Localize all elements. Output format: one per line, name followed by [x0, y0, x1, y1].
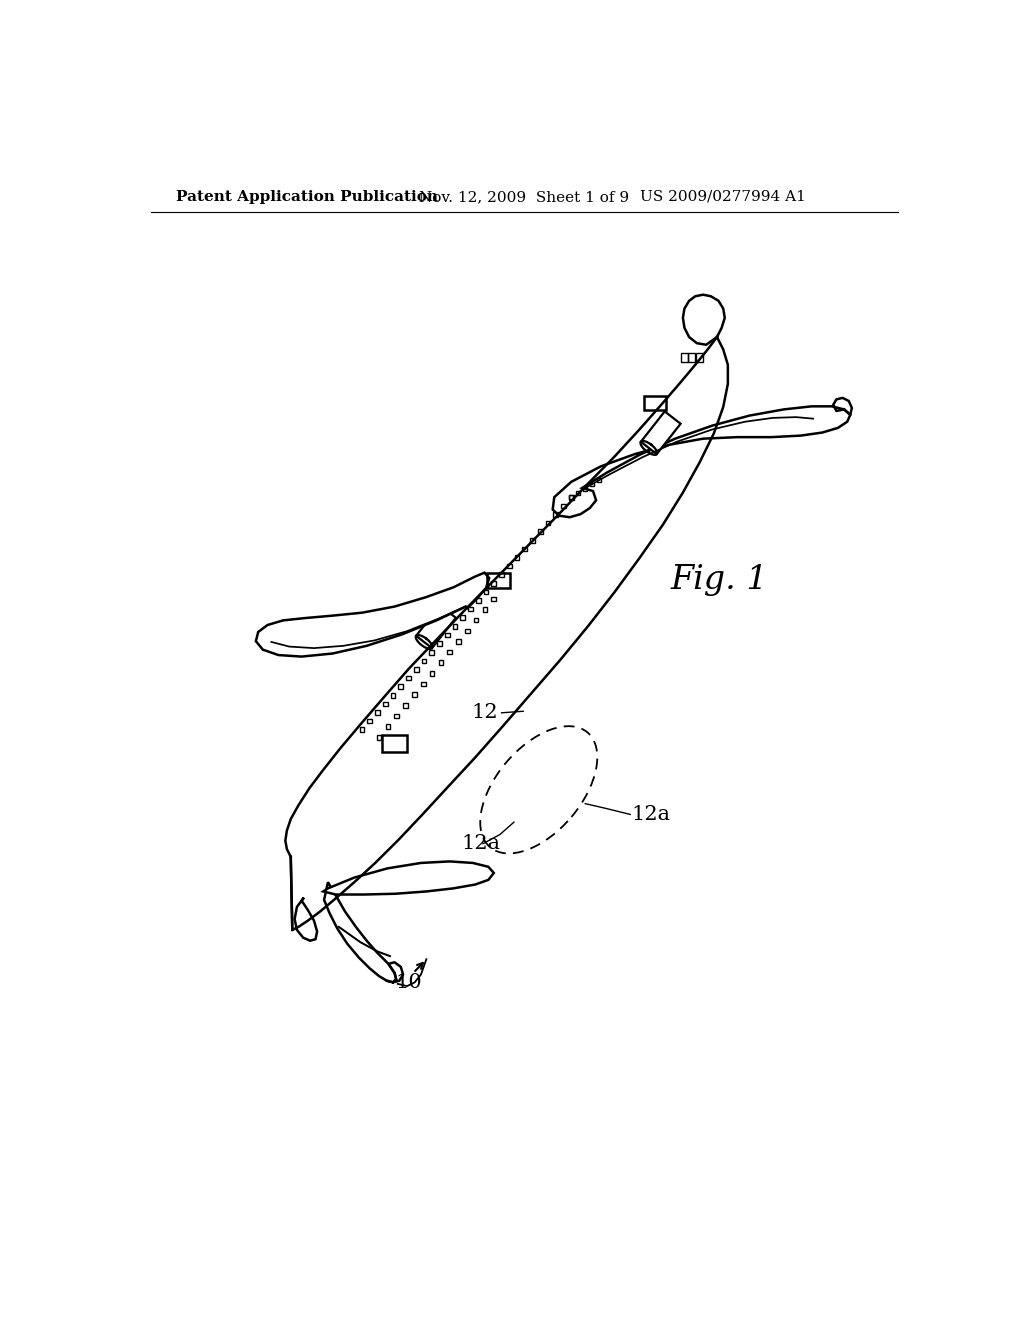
Text: 12a: 12a [632, 805, 671, 824]
Bar [382, 735, 407, 752]
Bar [584, 487, 587, 491]
Bar [522, 546, 527, 552]
Bar [688, 354, 695, 363]
Bar [407, 676, 411, 680]
Bar [569, 495, 573, 499]
Bar [500, 573, 504, 577]
Text: Fig. 1: Fig. 1 [671, 565, 768, 597]
Bar [486, 573, 510, 589]
Bar [507, 564, 512, 569]
Bar [383, 702, 388, 706]
Bar [554, 512, 558, 516]
Bar [447, 649, 452, 655]
Bar [377, 735, 381, 739]
Bar [422, 659, 426, 663]
Polygon shape [324, 882, 396, 982]
Bar [412, 693, 417, 697]
Bar [465, 628, 470, 634]
Bar [375, 710, 380, 715]
Bar [597, 478, 601, 482]
Bar [438, 660, 443, 665]
Bar [461, 615, 465, 620]
Bar [482, 607, 487, 611]
Bar [590, 483, 594, 487]
Polygon shape [641, 412, 681, 454]
Bar [476, 598, 480, 603]
Text: Patent Application Publication: Patent Application Publication [176, 190, 438, 203]
Bar [430, 671, 434, 676]
Bar [421, 682, 426, 686]
Bar [414, 667, 419, 672]
Bar [530, 539, 535, 543]
Bar [561, 503, 566, 508]
Text: Nov. 12, 2009  Sheet 1 of 9: Nov. 12, 2009 Sheet 1 of 9 [419, 190, 629, 203]
Bar [394, 714, 399, 718]
Bar [515, 556, 519, 560]
Bar [368, 719, 372, 723]
Bar [492, 597, 496, 601]
Bar [681, 354, 687, 363]
Bar [359, 727, 365, 733]
Bar [538, 529, 543, 535]
Bar [492, 581, 496, 586]
Bar [398, 684, 403, 689]
Bar [403, 704, 408, 708]
Bar [456, 639, 461, 644]
Bar [644, 396, 666, 411]
Polygon shape [256, 573, 489, 656]
Bar [429, 649, 434, 655]
Bar [437, 642, 442, 645]
Polygon shape [324, 862, 494, 895]
Bar [468, 607, 473, 611]
Text: 12a: 12a [461, 834, 501, 853]
Polygon shape [553, 407, 850, 517]
Bar [569, 495, 573, 499]
Polygon shape [295, 898, 317, 941]
Bar [577, 491, 581, 495]
Text: 10: 10 [395, 973, 422, 991]
Text: US 2009/0277994 A1: US 2009/0277994 A1 [640, 190, 805, 203]
Polygon shape [416, 606, 456, 648]
Bar [546, 520, 550, 525]
Bar [696, 354, 703, 363]
Bar [453, 624, 458, 628]
Bar [474, 618, 478, 623]
Bar [445, 632, 450, 638]
Bar [386, 725, 390, 729]
Bar [391, 693, 395, 697]
Text: 12: 12 [472, 704, 499, 722]
Bar [483, 590, 488, 594]
